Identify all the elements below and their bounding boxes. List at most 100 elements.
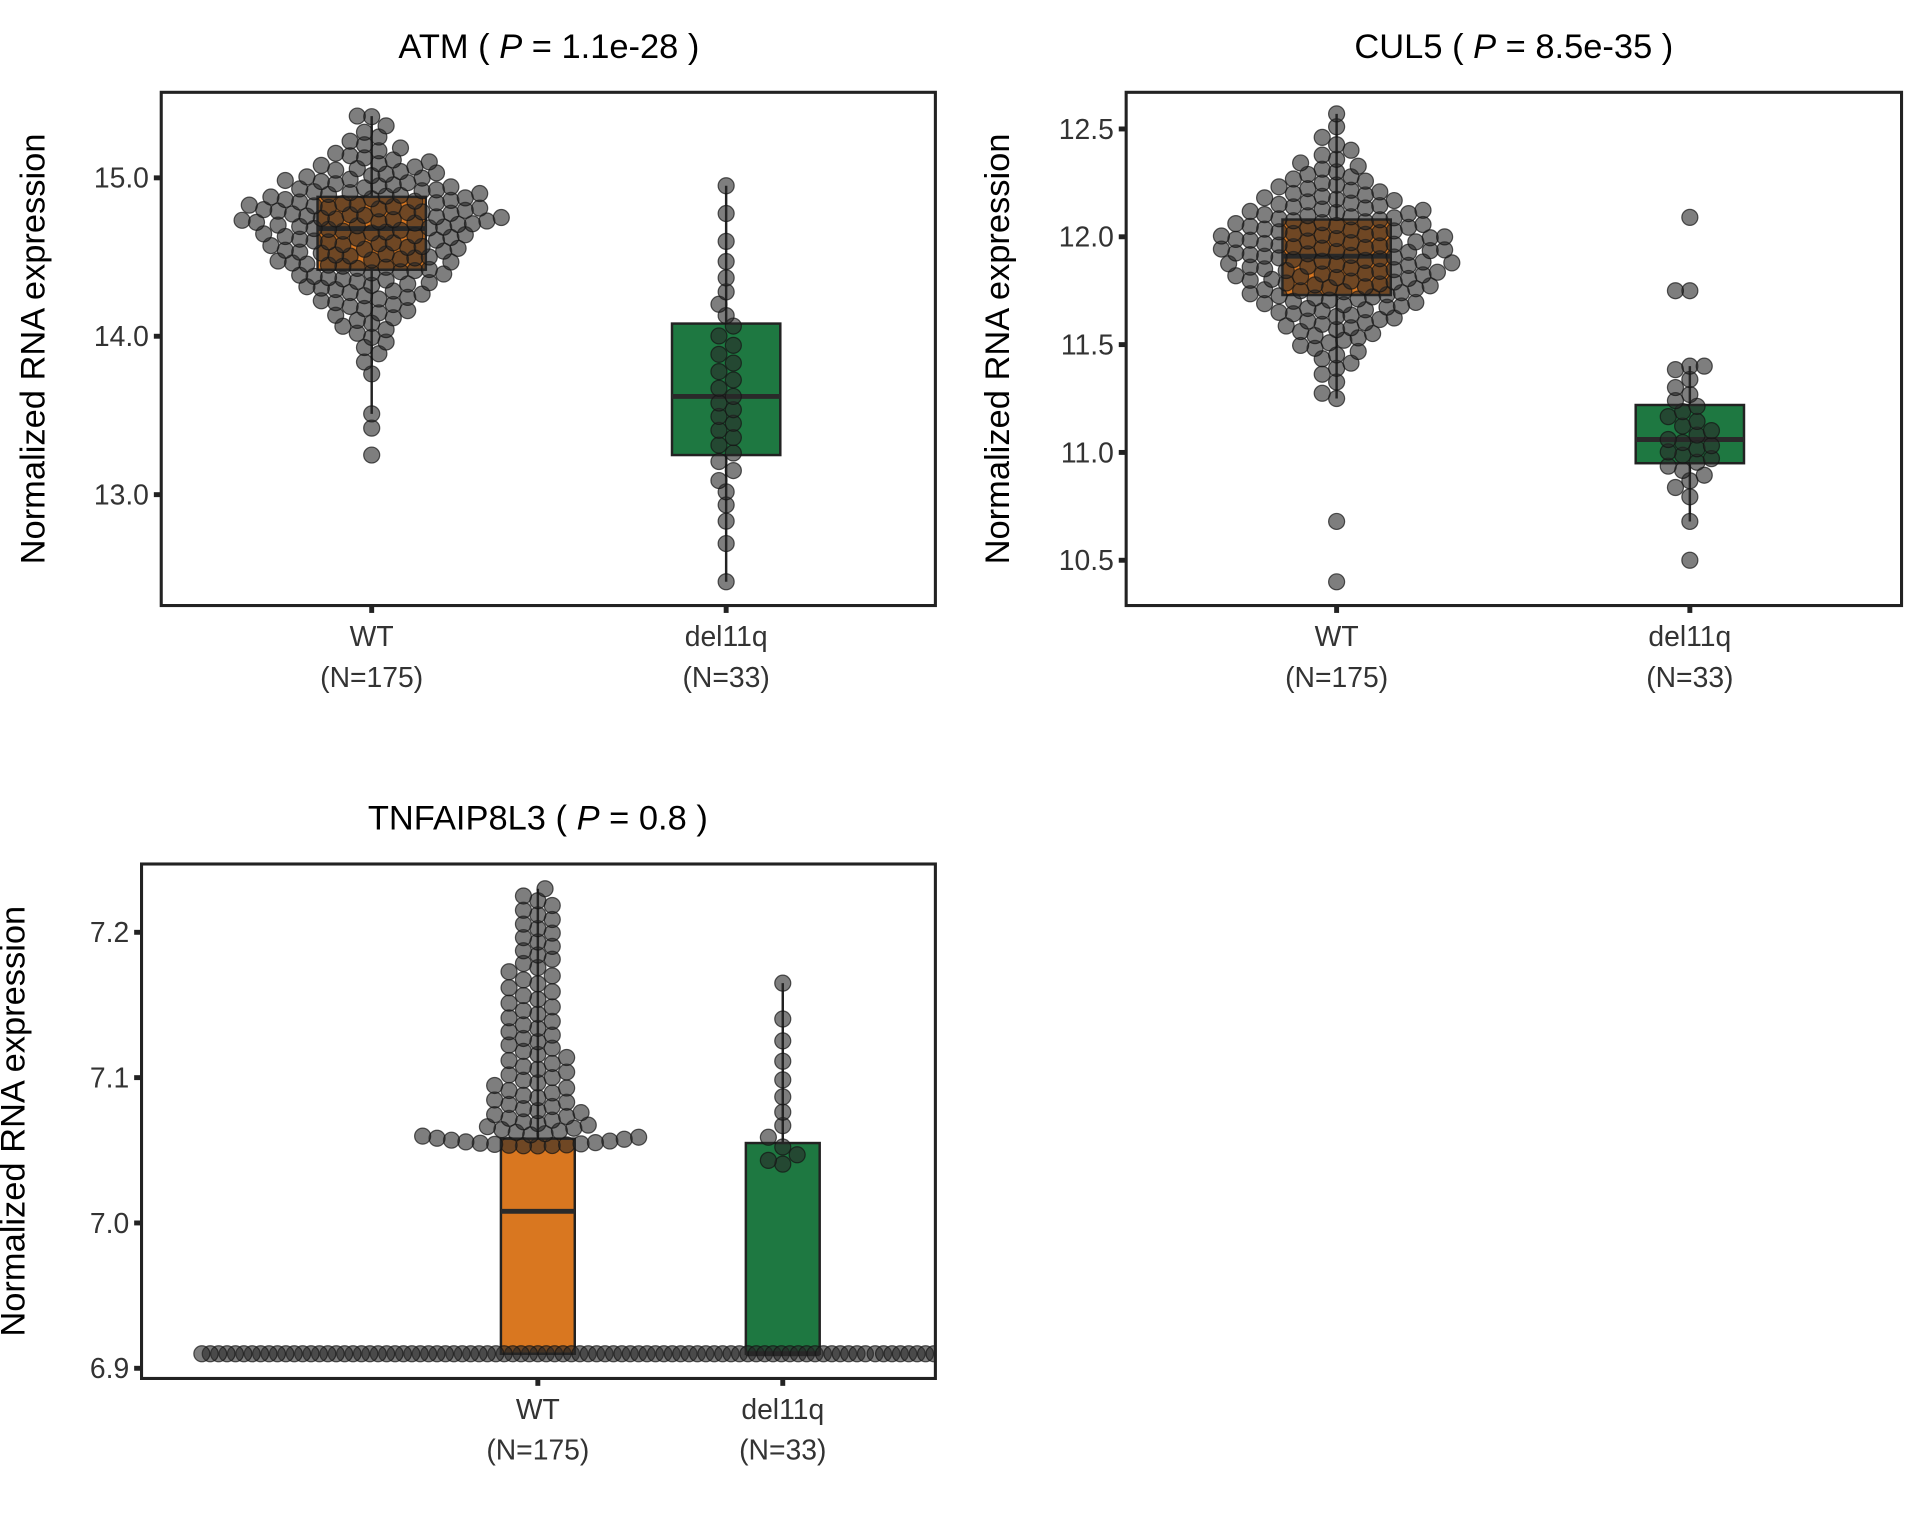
data-point-WT — [233, 211, 251, 229]
data-point-WT — [514, 1001, 533, 1020]
data-point-WT — [355, 123, 374, 141]
data-point-WT — [1270, 303, 1288, 321]
data-point-WT — [1328, 150, 1346, 168]
title-open: ( — [1443, 28, 1474, 66]
data-point-del11q — [1666, 478, 1685, 497]
title-p-label: P — [577, 800, 600, 838]
data-point-del11q — [710, 452, 728, 471]
data-point-WT — [615, 1130, 633, 1148]
y-axis-label: Normalized RNA expression — [14, 134, 52, 565]
data-point-WT — [1428, 263, 1447, 281]
data-point-WT — [240, 196, 258, 214]
data-point-del11q — [1681, 512, 1699, 531]
title-open: ( — [469, 28, 500, 66]
title-gene: ATM — [398, 28, 468, 66]
data-point-del11q — [774, 1138, 792, 1156]
data-point-WT — [427, 181, 446, 199]
data-point-WT — [276, 171, 294, 190]
data-point-WT — [1313, 384, 1331, 402]
data-point-WT — [276, 190, 294, 209]
data-point-WT — [355, 353, 374, 371]
title-eq: = — [600, 800, 639, 838]
data-point-del11q — [1027, 1346, 1043, 1362]
data-point-del11q — [774, 1052, 792, 1070]
title-p-value: 0.8 — [639, 800, 687, 838]
data-point-del11q — [1702, 436, 1721, 455]
data-point-del11q — [1695, 357, 1713, 375]
data-point-del11q — [1681, 488, 1699, 506]
title-eq: = — [522, 28, 561, 66]
data-point-WT — [471, 199, 489, 217]
data-point-WT — [1270, 178, 1288, 196]
data-point-del11q — [1002, 1346, 1018, 1362]
data-point-del11q — [1695, 466, 1713, 484]
y-tick-label: 12.0 — [1059, 221, 1114, 253]
title-p-value: 8.5e-35 — [1535, 28, 1652, 66]
y-tick-label: 13.0 — [94, 479, 149, 511]
data-point-WT — [572, 1104, 590, 1122]
data-point-WT — [348, 107, 366, 125]
data-point-del11q — [724, 444, 742, 462]
data-point-WT — [529, 990, 547, 1008]
box-WT — [499, 1137, 577, 1355]
data-point-del11q — [710, 436, 728, 454]
data-point-del11q — [774, 1155, 792, 1173]
data-point-del11q — [1674, 433, 1692, 452]
x-tick-label: del11q — [685, 620, 768, 652]
panel-tnfaip8l3: TNFAIP8L3 ( P = 0.8 ) Normalized RNA expr… — [0, 800, 1043, 1466]
data-point-WT — [514, 901, 533, 919]
data-point-WT — [514, 1016, 533, 1034]
data-point-WT — [442, 178, 460, 196]
data-point-del11q — [1681, 551, 1699, 569]
data-point-WT — [543, 1054, 561, 1073]
data-point-WT — [1349, 157, 1367, 175]
data-point-WT — [1256, 234, 1274, 253]
data-point-WT — [1385, 209, 1403, 227]
data-point-del11q — [724, 354, 742, 372]
data-point-WT — [341, 147, 359, 165]
data-point-WT — [1284, 184, 1303, 203]
x-tick-count: (N=175) — [1285, 661, 1388, 693]
data-point-WT — [514, 986, 533, 1005]
x-tick-label: WT — [1315, 620, 1359, 652]
data-point-WT — [543, 967, 561, 985]
data-point-WT — [1227, 214, 1245, 233]
box-del11q — [744, 1141, 821, 1355]
data-point-WT — [514, 1057, 533, 1075]
data-point-del11q — [774, 1071, 792, 1089]
data-point-del11q — [724, 336, 742, 354]
data-point-WT — [442, 1131, 461, 1149]
data-point-WT — [363, 419, 381, 437]
data-point-WT — [1328, 512, 1346, 531]
panel-border — [1124, 90, 1904, 608]
data-point-WT — [457, 1133, 475, 1151]
data-point-WT — [1436, 228, 1454, 246]
x-tick-label: del11q — [1648, 620, 1731, 652]
data-point-WT — [543, 1012, 561, 1030]
plot-area — [233, 107, 782, 591]
data-point-del11q — [1659, 457, 1677, 475]
y-tick-label: 10.5 — [1059, 544, 1114, 576]
data-point-WT — [1313, 128, 1331, 146]
data-point-WT — [529, 1060, 547, 1078]
plot-area — [1212, 105, 1746, 591]
data-point-WT — [486, 1105, 504, 1124]
y-tick-label: 7.0 — [90, 1207, 129, 1239]
data-point-WT — [500, 1009, 518, 1027]
data-point-WT — [500, 1051, 518, 1070]
data-point-WT — [377, 117, 395, 135]
title-close: ) — [687, 800, 708, 838]
data-point-WT — [1414, 215, 1432, 234]
title-close: ) — [1652, 28, 1673, 66]
x-tick-count: (N=175) — [320, 661, 423, 693]
data-point-WT — [1328, 389, 1346, 408]
data-point-WT — [193, 1345, 211, 1363]
data-point-WT — [327, 144, 345, 162]
data-point-WT — [471, 184, 489, 203]
data-point-WT — [1270, 287, 1288, 305]
data-point-WT — [312, 156, 330, 175]
data-point-WT — [1241, 246, 1259, 264]
data-point-WT — [1241, 202, 1259, 221]
data-point-WT — [500, 963, 518, 981]
